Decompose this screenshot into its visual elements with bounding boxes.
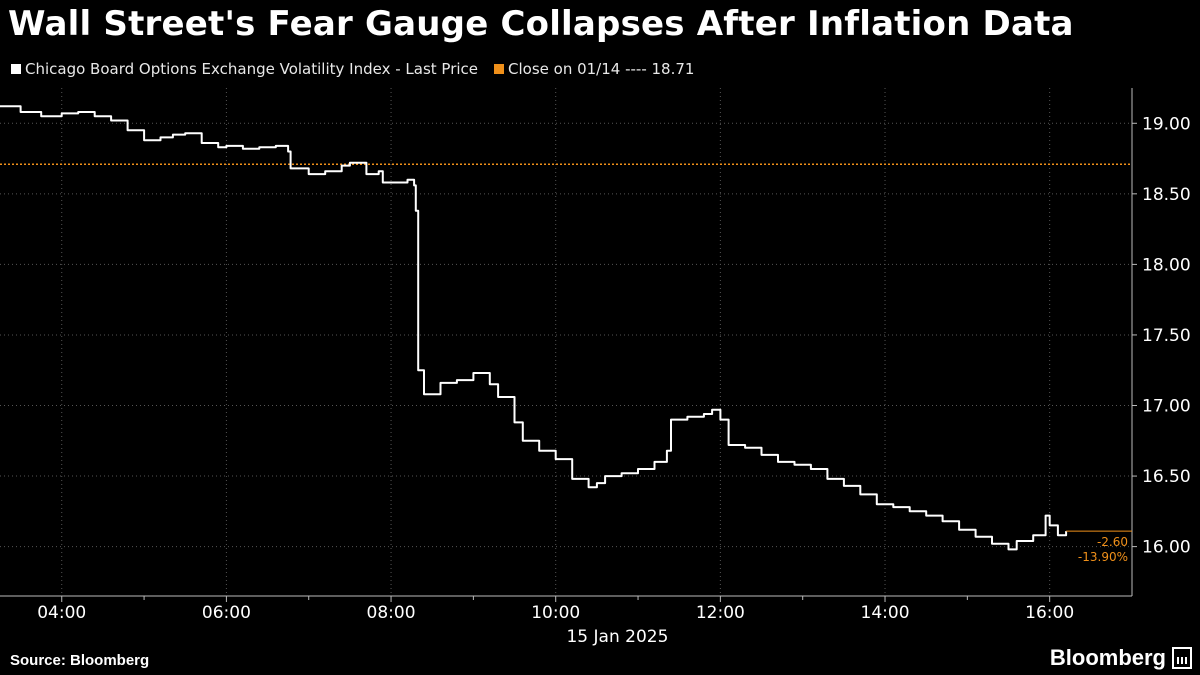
x-tick-label: 10:00	[531, 603, 580, 623]
terminal-icon	[1172, 647, 1192, 669]
y-tick-label: 19.00	[1142, 114, 1191, 134]
x-tick-label: 14:00	[861, 603, 910, 623]
change-annotation: -2.60	[1097, 535, 1128, 549]
y-tick-label: 18.50	[1142, 185, 1191, 205]
source-note: Source: Bloomberg	[10, 652, 149, 669]
y-tick-label: 17.50	[1142, 326, 1191, 346]
x-date-label: 15 Jan 2025	[566, 627, 668, 647]
y-tick-label: 16.00	[1142, 538, 1191, 558]
brand-name: Bloomberg	[1050, 645, 1166, 671]
x-tick-label: 04:00	[37, 603, 86, 623]
y-tick-label: 18.00	[1142, 255, 1191, 275]
series-line-vix	[0, 106, 1066, 549]
pct-change-annotation: -13.90%	[1078, 550, 1128, 564]
x-tick-label: 16:00	[1025, 603, 1074, 623]
brand-logo: Bloomberg	[1050, 645, 1192, 671]
y-tick-label: 17.00	[1142, 397, 1191, 417]
x-tick-label: 06:00	[202, 603, 251, 623]
x-tick-label: 12:00	[696, 603, 745, 623]
y-tick-label: 16.50	[1142, 467, 1191, 487]
x-tick-label: 08:00	[367, 603, 416, 623]
